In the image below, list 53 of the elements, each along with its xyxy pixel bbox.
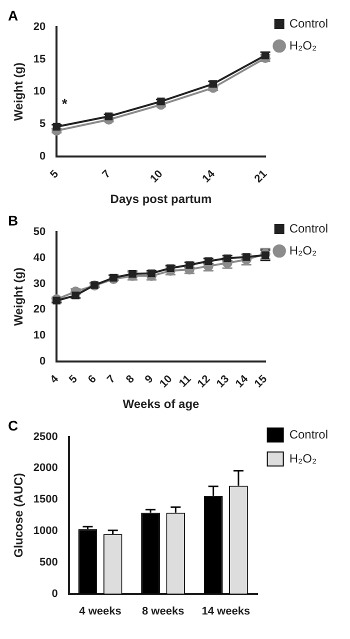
chart-title: B <box>8 212 18 228</box>
x-tick-label: 14 <box>200 167 218 186</box>
x-tick-label: 11 <box>176 373 194 390</box>
y-tick-label: 40 <box>33 252 46 264</box>
y-tick-label: 30 <box>33 278 46 290</box>
x-tick-label: 13 <box>214 373 232 390</box>
legend-label: Control <box>289 16 328 30</box>
y-tick-label: 1500 <box>33 494 58 506</box>
y-tick-label: 1000 <box>33 525 58 538</box>
x-tick-label: 6 <box>86 373 99 386</box>
y-tick-label: 20 <box>33 20 46 33</box>
x-tick-label: 9 <box>142 373 156 386</box>
legend-label: Control <box>289 221 328 236</box>
x-tick-label: 14 <box>233 372 252 390</box>
legend-label: H₂O₂ <box>289 38 317 52</box>
legend-label: H₂O₂ <box>289 451 317 466</box>
y-tick-label: 10 <box>33 330 46 342</box>
annotation: * <box>62 96 68 112</box>
x-tick-label: 12 <box>196 373 213 390</box>
y-tick-label: 500 <box>40 556 58 568</box>
y-tick-label: 0 <box>40 150 46 163</box>
legend-label: Control <box>289 427 328 442</box>
chart-title: A <box>8 7 18 24</box>
x-tick-label: 5 <box>67 373 80 386</box>
y-tick-label: 15 <box>33 53 46 66</box>
x-tick-label: 15 <box>252 373 270 390</box>
x-tick-label: 4 <box>48 372 62 386</box>
y-tick-label: 2000 <box>33 462 58 474</box>
y-tick-label: 50 <box>33 226 46 238</box>
y-tick-label: 2500 <box>33 430 58 443</box>
x-tick-label: 8 weeks <box>142 605 184 618</box>
x-axis-title: Days post partum <box>110 192 212 206</box>
bar <box>141 512 160 594</box>
y-axis-title: Weight (g) <box>12 62 26 121</box>
x-tick-label: 7 <box>100 168 114 181</box>
y-tick-label: 5 <box>40 118 46 130</box>
x-tick-label: 10 <box>158 373 175 390</box>
y-tick-label: 10 <box>33 86 46 98</box>
y-tick-label: 0 <box>40 356 46 368</box>
x-tick-label: 8 <box>124 373 137 386</box>
y-tick-label: 0 <box>52 588 58 600</box>
chart-title: C <box>8 417 18 434</box>
x-tick-label: 10 <box>148 168 166 186</box>
bar <box>78 529 98 594</box>
y-axis-title: Glucose (AUC) <box>12 472 26 558</box>
x-tick-label: 21 <box>252 168 270 186</box>
x-tick-label: 14 weeks <box>202 605 250 618</box>
legend-label: H₂O₂ <box>289 243 317 258</box>
x-tick-label: 7 <box>104 373 118 386</box>
y-axis-title: Weight (g) <box>12 267 26 326</box>
x-axis-title: Weeks of age <box>122 397 200 412</box>
x-tick-label: 4 weeks <box>79 605 122 618</box>
y-tick-label: 20 <box>33 304 46 316</box>
